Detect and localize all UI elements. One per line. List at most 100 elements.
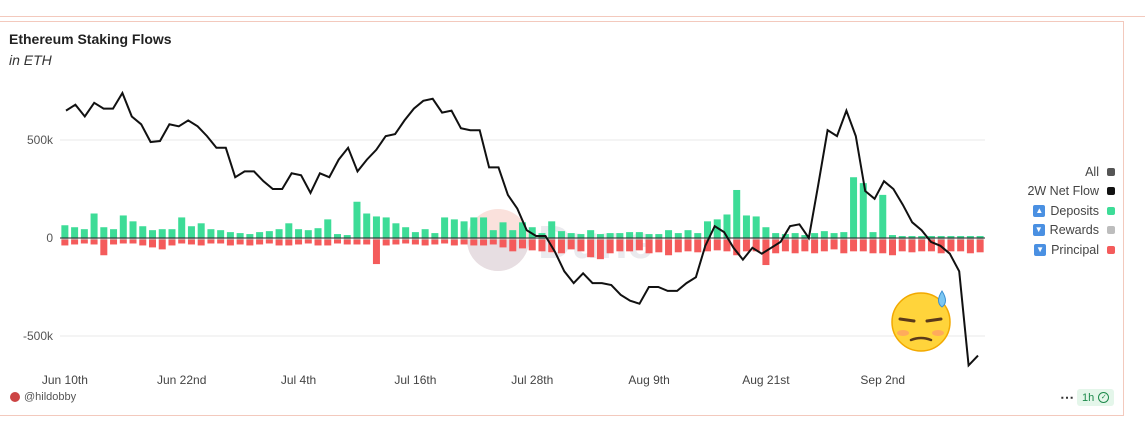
rewards-bar[interactable] bbox=[411, 238, 419, 240]
rewards-bar[interactable] bbox=[343, 238, 351, 240]
deposit-bar[interactable] bbox=[947, 236, 955, 238]
rewards-bar[interactable] bbox=[80, 238, 88, 240]
deposit-bar[interactable] bbox=[256, 232, 264, 238]
deposit-bar[interactable] bbox=[129, 221, 137, 238]
rewards-bar[interactable] bbox=[168, 238, 176, 240]
rewards-bar[interactable] bbox=[684, 238, 692, 240]
rewards-bar[interactable] bbox=[450, 238, 458, 240]
principal-bar[interactable] bbox=[645, 239, 653, 254]
deposit-bar[interactable] bbox=[772, 233, 780, 238]
rewards-bar[interactable] bbox=[489, 238, 497, 240]
deposit-bar[interactable] bbox=[285, 223, 293, 238]
deposit-bar[interactable] bbox=[557, 231, 565, 238]
principal-bar[interactable] bbox=[411, 239, 419, 245]
principal-bar[interactable] bbox=[616, 239, 624, 252]
deposit-bar[interactable] bbox=[80, 229, 88, 238]
principal-bar[interactable] bbox=[168, 239, 176, 246]
deposit-bar[interactable] bbox=[976, 236, 984, 238]
rewards-bar[interactable] bbox=[859, 238, 867, 240]
deposit-bar[interactable] bbox=[888, 235, 897, 238]
principal-bar[interactable] bbox=[100, 239, 108, 256]
principal-bar[interactable] bbox=[674, 239, 682, 253]
rewards-bar[interactable] bbox=[528, 238, 536, 240]
rewards-bar[interactable] bbox=[626, 238, 634, 240]
principal-bar[interactable] bbox=[187, 239, 195, 245]
deposit-bar[interactable] bbox=[791, 233, 799, 238]
rewards-bar[interactable] bbox=[791, 238, 799, 240]
rewards-bar[interactable] bbox=[898, 238, 906, 240]
deposit-bar[interactable] bbox=[918, 236, 926, 238]
principal-bar[interactable] bbox=[859, 239, 867, 252]
rewards-bar[interactable] bbox=[820, 238, 828, 240]
rewards-bar[interactable] bbox=[927, 238, 935, 240]
principal-bar[interactable] bbox=[665, 239, 673, 256]
legend-item[interactable]: 2W Net Flow bbox=[1027, 182, 1115, 202]
deposit-bar[interactable] bbox=[372, 216, 380, 238]
rewards-bar[interactable] bbox=[762, 238, 770, 240]
rewards-bar[interactable] bbox=[655, 238, 663, 240]
legend-item[interactable]: All bbox=[1027, 162, 1115, 182]
principal-bar[interactable] bbox=[567, 239, 575, 250]
deposit-bar[interactable] bbox=[246, 234, 254, 238]
principal-bar[interactable] bbox=[927, 239, 935, 252]
rewards-bar[interactable] bbox=[129, 238, 137, 240]
rewards-bar[interactable] bbox=[957, 238, 965, 240]
deposit-bar[interactable] bbox=[742, 215, 750, 238]
deposit-bar[interactable] bbox=[781, 234, 789, 238]
deposit-bar[interactable] bbox=[197, 223, 205, 238]
principal-bar[interactable] bbox=[431, 239, 439, 245]
deposit-bar[interactable] bbox=[324, 219, 332, 238]
principal-bar[interactable] bbox=[606, 239, 614, 254]
principal-bar[interactable] bbox=[178, 239, 186, 244]
deposit-bar[interactable] bbox=[869, 232, 877, 238]
principal-bar[interactable] bbox=[888, 239, 897, 256]
principal-bar[interactable] bbox=[353, 239, 361, 245]
principal-bar[interactable] bbox=[713, 239, 721, 251]
rewards-bar[interactable] bbox=[645, 238, 653, 240]
deposit-bar[interactable] bbox=[207, 229, 215, 238]
deposit-bar[interactable] bbox=[655, 234, 663, 238]
rewards-bar[interactable] bbox=[178, 238, 186, 240]
rewards-bar[interactable] bbox=[61, 238, 69, 240]
deposit-bar[interactable] bbox=[441, 217, 449, 238]
deposit-bar[interactable] bbox=[733, 189, 741, 238]
author-credit[interactable]: @hildobby bbox=[10, 391, 76, 403]
principal-bar[interactable] bbox=[723, 239, 731, 252]
deposit-bar[interactable] bbox=[139, 226, 147, 238]
deposit-bar[interactable] bbox=[596, 234, 604, 238]
rewards-bar[interactable] bbox=[937, 238, 945, 240]
rewards-bar[interactable] bbox=[402, 238, 410, 240]
principal-bar[interactable] bbox=[850, 239, 858, 252]
principal-bar[interactable] bbox=[830, 239, 838, 250]
principal-bar[interactable] bbox=[742, 239, 750, 252]
principal-bar[interactable] bbox=[460, 239, 468, 245]
deposit-bar[interactable] bbox=[752, 216, 760, 238]
deposit-bar[interactable] bbox=[110, 229, 118, 238]
deposit-bar[interactable] bbox=[626, 232, 634, 238]
principal-bar[interactable] bbox=[61, 239, 69, 246]
deposit-bar[interactable] bbox=[71, 227, 79, 238]
principal-bar[interactable] bbox=[236, 239, 244, 245]
deposit-bar[interactable] bbox=[548, 221, 556, 238]
rewards-bar[interactable] bbox=[392, 238, 400, 240]
principal-bar[interactable] bbox=[577, 239, 585, 252]
principal-bar[interactable] bbox=[781, 239, 789, 252]
rewards-bar[interactable] bbox=[830, 238, 838, 240]
legend-item[interactable]: ▼ Principal bbox=[1027, 240, 1115, 260]
principal-bar[interactable] bbox=[71, 239, 79, 245]
deposit-bar[interactable] bbox=[90, 213, 98, 239]
legend-item[interactable]: ▲ Deposits bbox=[1027, 201, 1115, 221]
rewards-bar[interactable] bbox=[441, 238, 449, 240]
deposit-bar[interactable] bbox=[811, 233, 819, 238]
rewards-bar[interactable] bbox=[314, 238, 322, 240]
deposit-bar[interactable] bbox=[392, 223, 400, 238]
deposit-bar[interactable] bbox=[333, 234, 342, 238]
rewards-bar[interactable] bbox=[480, 238, 488, 240]
principal-bar[interactable] bbox=[772, 239, 780, 254]
rewards-bar[interactable] bbox=[908, 238, 916, 240]
principal-bar[interactable] bbox=[791, 239, 799, 254]
principal-bar[interactable] bbox=[129, 239, 137, 244]
rewards-bar[interactable] bbox=[703, 238, 712, 240]
principal-bar[interactable] bbox=[966, 239, 974, 254]
deposit-bar[interactable] bbox=[480, 217, 488, 238]
